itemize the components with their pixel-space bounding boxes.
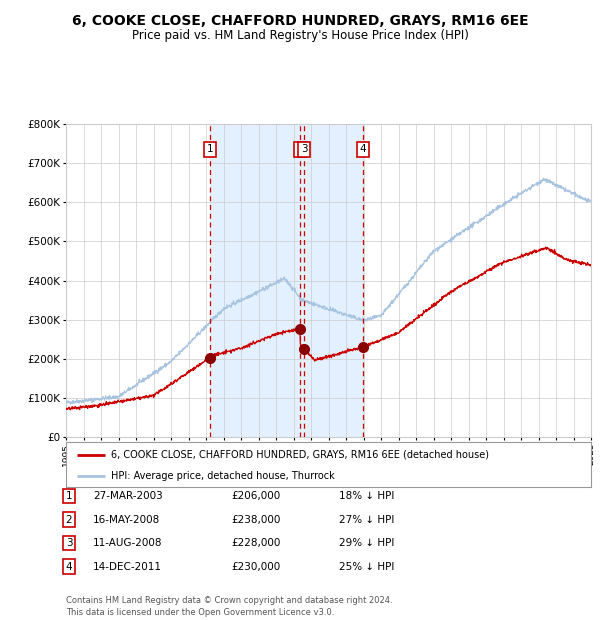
- Text: £206,000: £206,000: [231, 491, 280, 501]
- Text: 1: 1: [207, 144, 214, 154]
- Text: 11-AUG-2008: 11-AUG-2008: [93, 538, 163, 548]
- Text: 6, COOKE CLOSE, CHAFFORD HUNDRED, GRAYS, RM16 6EE: 6, COOKE CLOSE, CHAFFORD HUNDRED, GRAYS,…: [71, 14, 529, 28]
- Text: 3: 3: [301, 144, 307, 154]
- Text: 1: 1: [65, 491, 73, 501]
- Text: 25% ↓ HPI: 25% ↓ HPI: [339, 562, 394, 572]
- Text: £228,000: £228,000: [231, 538, 280, 548]
- Text: 4: 4: [65, 562, 73, 572]
- Text: 16-MAY-2008: 16-MAY-2008: [93, 515, 160, 525]
- Text: Price paid vs. HM Land Registry's House Price Index (HPI): Price paid vs. HM Land Registry's House …: [131, 29, 469, 42]
- Text: 2: 2: [65, 515, 73, 525]
- Text: 18% ↓ HPI: 18% ↓ HPI: [339, 491, 394, 501]
- Text: 6, COOKE CLOSE, CHAFFORD HUNDRED, GRAYS, RM16 6EE (detached house): 6, COOKE CLOSE, CHAFFORD HUNDRED, GRAYS,…: [110, 450, 488, 459]
- Text: £238,000: £238,000: [231, 515, 280, 525]
- Text: 29% ↓ HPI: 29% ↓ HPI: [339, 538, 394, 548]
- Text: 27-MAR-2003: 27-MAR-2003: [93, 491, 163, 501]
- Text: 27% ↓ HPI: 27% ↓ HPI: [339, 515, 394, 525]
- Text: 2: 2: [296, 144, 303, 154]
- Text: 4: 4: [359, 144, 366, 154]
- Text: 14-DEC-2011: 14-DEC-2011: [93, 562, 162, 572]
- Text: HPI: Average price, detached house, Thurrock: HPI: Average price, detached house, Thur…: [110, 471, 334, 480]
- Text: 3: 3: [65, 538, 73, 548]
- Bar: [210, 124, 362, 437]
- Text: Contains HM Land Registry data © Crown copyright and database right 2024.
This d: Contains HM Land Registry data © Crown c…: [66, 596, 392, 617]
- Text: £230,000: £230,000: [231, 562, 280, 572]
